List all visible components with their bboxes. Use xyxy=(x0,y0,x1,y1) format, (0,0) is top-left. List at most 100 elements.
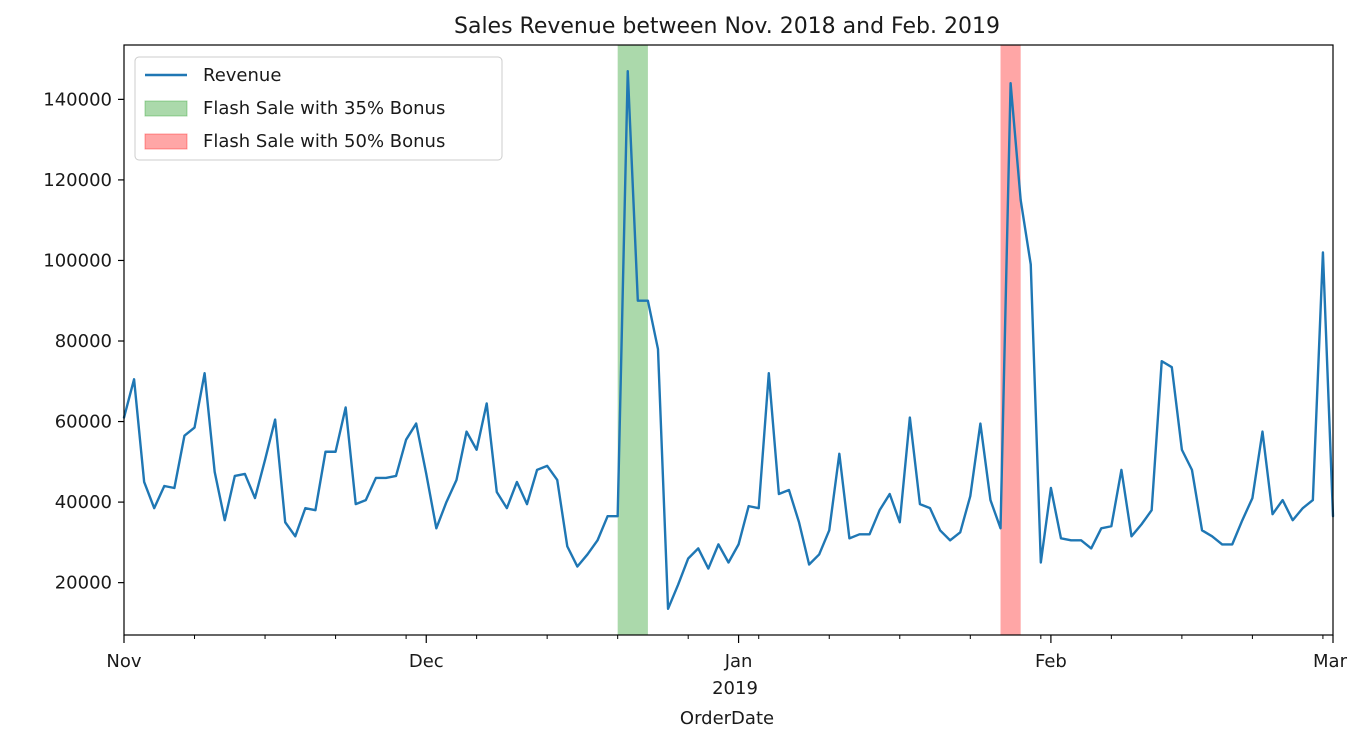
data-point xyxy=(667,608,669,610)
data-point xyxy=(788,489,790,491)
data-point xyxy=(264,459,266,461)
data-point xyxy=(919,503,921,505)
data-point xyxy=(707,567,710,570)
data-point xyxy=(213,471,216,473)
data-point xyxy=(506,507,508,509)
y-axis: 20000 40000 60000 80000 100000 120000 140000 xyxy=(43,89,124,594)
data-point xyxy=(143,481,145,483)
data-point xyxy=(1130,535,1133,538)
data-point xyxy=(183,434,186,437)
data-point xyxy=(616,515,619,517)
data-point xyxy=(536,469,538,471)
data-point xyxy=(516,481,518,483)
data-point xyxy=(848,537,851,540)
x-tick-label: Nov xyxy=(106,651,141,672)
data-point xyxy=(314,509,317,511)
data-point xyxy=(173,487,176,489)
data-point xyxy=(1110,525,1113,528)
x-axis-year-label: 2019 xyxy=(712,678,758,699)
chart-title: Sales Revenue between Nov. 2018 and Feb.… xyxy=(454,14,1000,39)
data-point xyxy=(566,545,569,548)
data-point xyxy=(1301,507,1304,509)
data-point xyxy=(1120,469,1123,471)
data-point xyxy=(1201,529,1203,532)
data-point xyxy=(1271,513,1274,515)
data-point xyxy=(133,378,135,381)
data-point xyxy=(415,422,417,425)
x-tick-label: Jan xyxy=(724,651,753,672)
data-point xyxy=(193,426,196,429)
data-point xyxy=(234,475,236,477)
data-point xyxy=(858,533,861,536)
data-point xyxy=(334,450,337,453)
y-tick-label: 60000 xyxy=(55,412,112,433)
data-point xyxy=(637,299,639,302)
data-point xyxy=(768,372,770,375)
data-point xyxy=(1221,543,1223,546)
data-point xyxy=(1009,82,1012,85)
data-point xyxy=(828,529,831,532)
data-point xyxy=(818,553,820,556)
data-point xyxy=(1019,199,1022,201)
data-point xyxy=(808,563,810,566)
data-point xyxy=(445,501,448,503)
data-point xyxy=(647,299,649,302)
data-point xyxy=(254,497,256,499)
data-point xyxy=(1231,543,1234,546)
data-point xyxy=(465,430,468,433)
y-tick-label: 40000 xyxy=(55,492,112,513)
data-point xyxy=(1291,519,1294,522)
data-point xyxy=(1181,448,1183,451)
data-point xyxy=(1070,539,1072,542)
data-point xyxy=(1140,523,1143,526)
data-point xyxy=(979,422,982,425)
highlight-spans xyxy=(617,45,1021,635)
data-point xyxy=(153,507,156,509)
data-point xyxy=(203,372,206,375)
data-point xyxy=(727,561,730,564)
data-point xyxy=(697,547,700,550)
data-point xyxy=(626,70,629,72)
y-tick-label: 120000 xyxy=(43,170,112,191)
data-point xyxy=(1251,497,1254,499)
data-point xyxy=(878,509,881,511)
data-point xyxy=(1322,251,1324,254)
data-point xyxy=(284,521,287,524)
data-point xyxy=(455,479,458,481)
data-point xyxy=(485,402,488,405)
data-point xyxy=(999,527,1002,530)
data-point xyxy=(868,533,871,536)
data-point xyxy=(1050,487,1052,489)
data-point xyxy=(747,505,750,507)
y-tick-label: 20000 xyxy=(55,573,112,594)
x-axis-title: OrderDate xyxy=(680,708,774,729)
legend-swatch-patch xyxy=(144,100,188,117)
data-point xyxy=(959,531,962,534)
data-point xyxy=(586,553,589,556)
data-point xyxy=(1040,561,1042,564)
legend-label: Revenue xyxy=(203,65,281,86)
highlight-span-2 xyxy=(1000,45,1021,635)
legend-label: Flash Sale with 50% Bonus xyxy=(203,131,445,152)
data-point xyxy=(1090,547,1092,550)
x-tick-label: Feb xyxy=(1035,651,1067,672)
series-points xyxy=(123,70,1334,610)
data-point xyxy=(1261,430,1264,433)
y-tick-label: 140000 xyxy=(43,89,112,110)
data-point xyxy=(1100,527,1103,530)
data-point xyxy=(929,507,931,509)
data-point xyxy=(475,448,478,451)
data-point xyxy=(1281,499,1284,501)
data-point xyxy=(324,450,327,453)
plot-frame xyxy=(123,44,1334,636)
series-layer xyxy=(122,69,1335,611)
data-point xyxy=(1312,499,1314,501)
data-point xyxy=(1029,263,1032,266)
data-point xyxy=(344,406,347,409)
data-point xyxy=(898,521,901,524)
x-axis: Nov Dec Jan Feb Mar xyxy=(106,635,1348,672)
data-point xyxy=(969,495,972,497)
data-point xyxy=(244,473,246,475)
data-point xyxy=(163,485,166,487)
